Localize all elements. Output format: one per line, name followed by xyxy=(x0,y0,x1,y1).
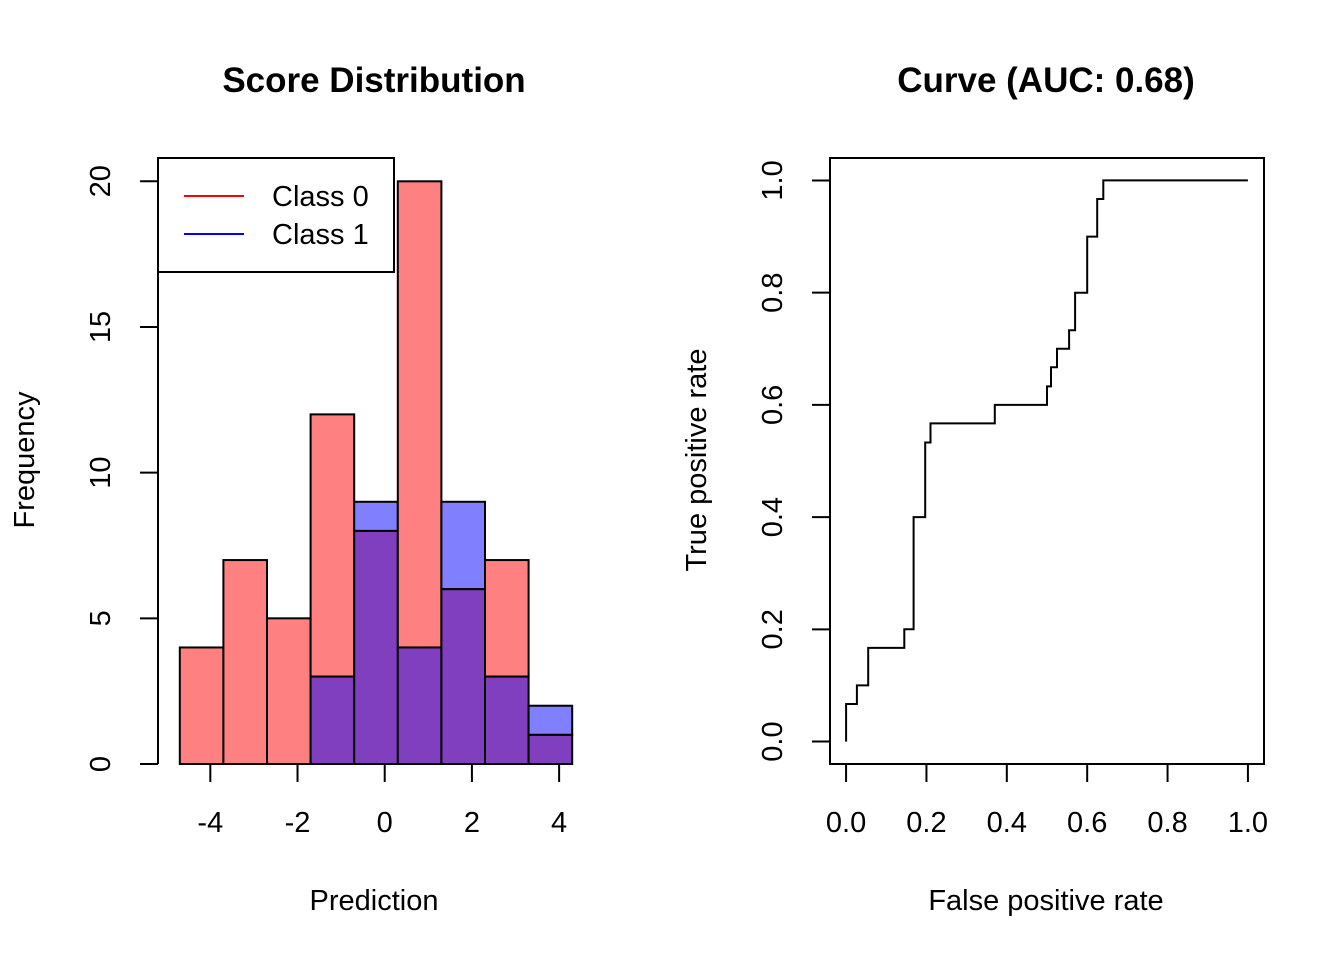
roc-y-axis: 0.0 0.2 0.4 0.6 0.8 1.0 xyxy=(757,160,831,762)
histogram-x-tick-label: -4 xyxy=(197,807,223,839)
histogram-x-tick-label: 4 xyxy=(551,807,567,839)
histogram-y-tick-label: 0 xyxy=(85,756,117,772)
histogram-legend: Class 0 Class 1 xyxy=(157,157,395,273)
histogram-x-axis-label: Prediction xyxy=(310,885,439,917)
histogram-title: Score Distribution xyxy=(222,61,525,100)
histogram-bars xyxy=(178,180,574,766)
legend-label-class-0: Class 0 xyxy=(272,181,369,213)
roc-y-tick-label: 0.8 xyxy=(757,273,789,313)
roc-plot-frame xyxy=(829,157,1265,765)
histogram-x-axis: -4 -2 0 2 4 xyxy=(197,763,567,839)
bar-overlap-4 xyxy=(353,529,399,766)
roc-curve-line xyxy=(845,179,1248,742)
histogram-x-tick-label: -2 xyxy=(285,807,311,839)
roc-x-tick-label: 0.6 xyxy=(1067,807,1107,839)
roc-x-axis-label: False positive rate xyxy=(928,885,1163,917)
roc-x-tick-label: 0.0 xyxy=(826,807,866,839)
roc-x-tick-label: 0.2 xyxy=(906,807,946,839)
histogram-x-tick-label: 0 xyxy=(377,807,393,839)
bar-class-0-1 xyxy=(222,559,268,765)
bar-class-1-4 xyxy=(353,500,399,532)
roc-y-tick-label: 0.2 xyxy=(757,609,789,649)
roc-y-tick-label: 0.6 xyxy=(757,385,789,425)
histogram-y-axis: 0 5 10 15 20 xyxy=(85,165,159,772)
roc-title: Curve (AUC: 0.68) xyxy=(897,61,1195,100)
roc-y-tick-label: 1.0 xyxy=(757,160,789,200)
bar-class-0-3 xyxy=(309,413,356,678)
roc-x-tick-label: 1.0 xyxy=(1228,807,1268,839)
histogram-y-tick-label: 10 xyxy=(85,457,117,489)
roc-x-axis: 0.0 0.2 0.4 0.6 0.8 1.0 xyxy=(826,763,1268,839)
roc-x-tick-label: 0.4 xyxy=(987,807,1027,839)
histogram-y-axis-label: Frequency xyxy=(9,391,41,529)
histogram-panel: Score Distribution Prediction Frequency … xyxy=(9,61,574,917)
bar-class-0-7 xyxy=(484,559,530,678)
bar-overlap-6 xyxy=(440,588,486,766)
bar-class-0-0 xyxy=(178,646,225,766)
bar-class-1-6 xyxy=(440,500,486,591)
roc-panel: Curve (AUC: 0.68) False positive rate Tr… xyxy=(681,61,1268,917)
histogram-y-tick-label: 15 xyxy=(85,311,117,343)
roc-x-tick-label: 0.8 xyxy=(1147,807,1187,839)
bar-overlap-3 xyxy=(309,675,356,765)
histogram-x-tick-label: 2 xyxy=(464,807,480,839)
roc-y-tick-label: 0.0 xyxy=(757,721,789,761)
histogram-y-tick-label: 5 xyxy=(85,610,117,626)
bar-class-1-8 xyxy=(527,704,574,736)
roc-y-axis-label: True positive rate xyxy=(681,349,713,572)
bar-overlap-7 xyxy=(484,675,530,765)
histogram-y-tick-label: 20 xyxy=(85,165,117,197)
bar-class-0-5 xyxy=(396,180,443,649)
legend-box xyxy=(157,157,395,273)
bar-overlap-5 xyxy=(396,646,443,766)
bar-class-0-2 xyxy=(266,617,312,765)
bar-overlap-8 xyxy=(527,733,574,765)
legend-label-class-1: Class 1 xyxy=(272,219,369,251)
roc-y-tick-label: 0.4 xyxy=(757,497,789,537)
